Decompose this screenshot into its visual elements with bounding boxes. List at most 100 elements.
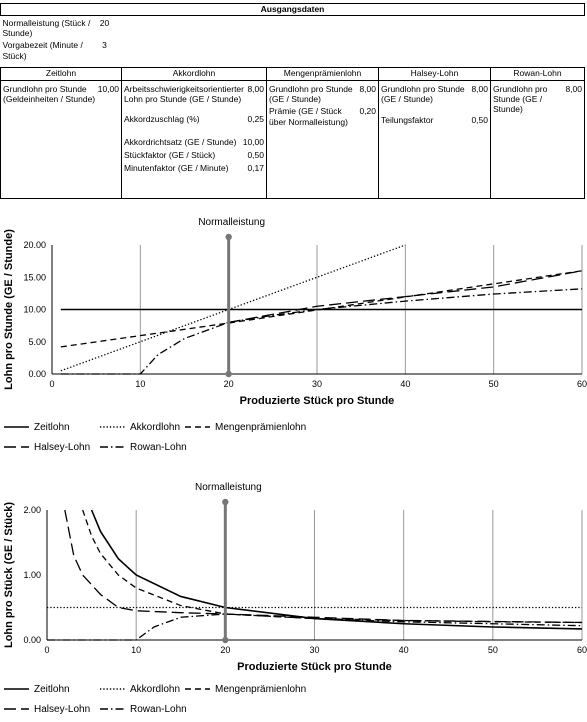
- param-value: 3: [102, 40, 107, 51]
- param-label: Arbeitsschwierigkeitsorientierter Lohn p…: [124, 84, 244, 105]
- header-halsey-lohn: Halsey-Lohn: [378, 67, 491, 81]
- param-item: Teilungsfaktor 0,50: [381, 115, 488, 125]
- param-value: 0,50: [247, 149, 264, 160]
- param-value: 8,00: [247, 84, 264, 94]
- legend-label: Halsey-Lohn: [34, 442, 90, 453]
- param-value: 0,50: [471, 115, 488, 126]
- x-tick-label: 60: [577, 379, 587, 389]
- column-akkordlohn: Arbeitsschwierigkeitsorientierter Lohn p…: [121, 80, 267, 199]
- param-item: Minutenfaktor (GE / Minute) 0,17: [124, 163, 264, 173]
- x-tick-label: 0: [49, 379, 54, 389]
- param-label: Normalleistung (Stück / Stunde): [2, 18, 91, 39]
- y-axis-label: Lohn pro Stück (GE / Stück): [3, 502, 15, 648]
- y-tick-label: 5.00: [28, 337, 46, 347]
- x-tick-label: 40: [400, 379, 410, 389]
- param-value: 0,20: [359, 106, 376, 117]
- param-row: Normalleistung (Stück / Stunde) 20: [1, 16, 585, 39]
- series-line-rowan-lohn: [47, 613, 583, 641]
- legend-label: Mengenprämienlohn: [215, 422, 306, 433]
- x-tick-label: 10: [135, 379, 145, 389]
- input-data-title: Ausgangsdaten: [0, 3, 585, 16]
- param-label: Teilungsfaktor: [381, 115, 434, 126]
- series-line-rowan-lohn: [60, 288, 583, 375]
- y-tick-label: 0.00: [23, 635, 41, 645]
- param-value: 0,25: [247, 114, 264, 125]
- legend-label: Halsey-Lohn: [34, 704, 90, 715]
- x-tick-label: 20: [224, 379, 234, 389]
- param-item: Prämie (GE / Stück über Normalleistung) 0…: [269, 106, 376, 126]
- x-tick-label: 40: [399, 645, 409, 655]
- param-label: Grundlohn pro Stunde (GE / Stunde): [381, 84, 465, 105]
- hourly-wage-chart: 0 10 20 30 40 50 60 0.00 5.00 10.00 15.00 20.00 Norm…: [3, 217, 587, 453]
- param-item: Stückfaktor (GE / Stück) 0,50: [124, 150, 264, 160]
- x-tick-label: 50: [488, 645, 498, 655]
- column-rowan-lohn: Grundlohn pro Stunde (GE / Stunde) 8,00: [490, 80, 585, 199]
- param-value: 8,00: [471, 84, 488, 94]
- normalleistung-marker-top: [222, 498, 229, 506]
- legend-label: Akkordlohn: [130, 422, 180, 433]
- param-label: Vorgabezeit (Minute / Stück): [2, 40, 83, 61]
- y-tick-label: 2.00: [23, 505, 41, 515]
- x-tick-label: 0: [44, 645, 49, 655]
- param-item: Akkordrichtsatz (GE / Stunde) 10,00: [124, 137, 264, 147]
- x-tick-label: 30: [309, 645, 319, 655]
- param-item: Grundlohn pro Stunde (GE / Stunde) 8,00: [381, 84, 488, 104]
- param-label: Akkordzuschlag (%): [124, 114, 200, 125]
- param-label: Grundlohn pro Stunde (Geldeinheiten / St…: [3, 84, 96, 105]
- param-item: Grundlohn pro Stunde (Geldeinheiten / St…: [3, 84, 119, 104]
- normalleistung-label: Normalleistung: [198, 217, 265, 228]
- column-halsey-lohn: Grundlohn pro Stunde (GE / Stunde) 8,00 T…: [378, 80, 491, 199]
- series-line-akkordlohn: [60, 244, 406, 372]
- header-zeitlohn: Zeitlohn: [0, 67, 122, 81]
- y-tick-label: 20.00: [23, 240, 46, 250]
- param-value: 20: [99, 18, 110, 28]
- x-axis-label: Produzierte Stück pro Stunde: [240, 395, 395, 407]
- header-rowan-lohn: Rowan-Lohn: [490, 67, 585, 81]
- legend-label: Akkordlohn: [130, 684, 180, 695]
- wage-parameter-table: Zeitlohn Akkordlohn Mengenprämienlohn Ha…: [0, 67, 585, 199]
- input-data-table: Ausgangsdaten Normalleistung (Stück / St…: [0, 3, 585, 61]
- series-line-halsey-lohn: [64, 509, 583, 624]
- param-value: 0,17: [247, 162, 264, 173]
- param-row: Vorgabezeit (Minute / Stück) 3: [1, 38, 585, 60]
- legend-label: Zeitlohn: [34, 422, 70, 433]
- x-tick-label: 50: [489, 379, 499, 389]
- column-mengenpraemienlohn: Grundlohn pro Stunde (GE / Stunde) 8,00 P…: [266, 80, 379, 199]
- param-item: Grundlohn pro Stunde (GE / Stunde) 8,00: [269, 84, 376, 104]
- param-value: 8,00: [565, 84, 582, 94]
- x-tick-label: 30: [312, 379, 322, 389]
- legend-label: Mengenprämienlohn: [215, 684, 306, 695]
- normalleistung-marker-bottom: [225, 370, 232, 378]
- param-value: 8,00: [359, 84, 376, 94]
- param-value: 10,00: [97, 84, 119, 94]
- series-line-mengenpr-mienlohn: [82, 509, 583, 624]
- param-label: Stückfaktor (GE / Stück): [124, 149, 216, 160]
- param-label: Akkordrichtsatz (GE / Stunde): [124, 136, 237, 147]
- normalleistung-marker-top: [225, 233, 232, 241]
- y-axis-label: Lohn pro Stunde (GE / Stunde): [3, 229, 15, 390]
- column-zeitlohn: Grundlohn pro Stunde (Geldeinheiten / St…: [0, 80, 122, 199]
- header-akkordlohn: Akkordlohn: [121, 67, 267, 81]
- param-label: Minutenfaktor (GE / Minute): [124, 162, 229, 173]
- legend-label: Rowan-Lohn: [130, 442, 187, 453]
- piece-wage-chart: 0 10 20 30 40 50 60 0.00 1.00 2.00 Normalleistung P…: [3, 482, 587, 715]
- x-axis-label: Produzierte Stück pro Stunde: [237, 661, 392, 673]
- header-mengenpraemienlohn: Mengenprämienlohn: [266, 67, 379, 81]
- y-tick-label: 1.00: [23, 570, 41, 580]
- legend-label: Zeitlohn: [34, 684, 70, 695]
- y-tick-label: 10.00: [23, 305, 46, 315]
- y-tick-label: 0.00: [28, 369, 46, 379]
- param-value: 10,00: [242, 136, 264, 147]
- x-tick-label: 10: [131, 645, 141, 655]
- param-item: Arbeitsschwierigkeitsorientierter Lohn p…: [124, 84, 264, 104]
- legend-label: Rowan-Lohn: [130, 704, 187, 715]
- normalleistung-marker-bottom: [222, 636, 229, 644]
- y-tick-label: 15.00: [23, 272, 46, 282]
- param-item: Akkordzuschlag (%) 0,25: [124, 114, 264, 124]
- param-label: Grundlohn pro Stunde (GE / Stunde): [269, 84, 353, 105]
- param-label: Grundlohn pro Stunde (GE / Stunde): [493, 84, 548, 115]
- param-label: Prämie (GE / Stück über Normalleistung): [269, 106, 348, 127]
- x-tick-label: 20: [220, 645, 230, 655]
- series-line-zeitlohn: [90, 509, 583, 630]
- series-line-halsey-lohn: [228, 270, 583, 324]
